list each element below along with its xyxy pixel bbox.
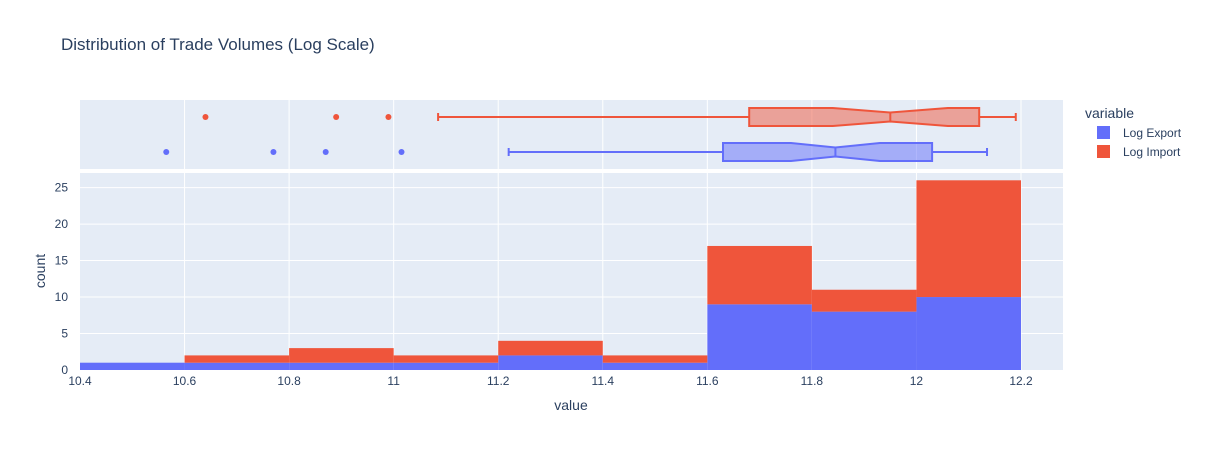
bar-log-export (602, 362, 708, 370)
box-log-export-notched-box (722, 142, 934, 162)
x-tick-label: 11.8 (801, 374, 824, 388)
legend-swatch-log-export (1097, 126, 1110, 139)
bar-log-export (811, 311, 917, 370)
bar-log-export (916, 297, 1021, 370)
box-log-export-outlier-point (398, 149, 405, 155)
x-tick-labels: 10.4 10.6 10.8 11 11.2 11.4 11.6 11.8 12 12.2 (68, 374, 1033, 388)
box-log-import-outlier-point (333, 114, 340, 120)
y-tick-label: 25 (55, 181, 69, 195)
x-tick-label: 11 (387, 374, 400, 388)
box-log-export-outlier-point (322, 149, 329, 155)
x-tick-label: 11.2 (487, 374, 510, 388)
box-log-export-outlier-point (163, 149, 170, 155)
histogram-bars (80, 180, 1021, 370)
x-tick-label: 10.4 (68, 374, 92, 388)
box-log-import-outlier-point (385, 114, 392, 120)
x-tick-label: 11.6 (696, 374, 719, 388)
y-tick-label: 15 (55, 254, 69, 268)
x-tick-label: 10.6 (173, 374, 197, 388)
bar-log-import (498, 340, 603, 356)
x-tick-label: 12.2 (1009, 374, 1033, 388)
legend-label-log-import: Log Import (1123, 145, 1181, 159)
box-log-import-outlier-point (202, 114, 209, 120)
bar-log-export (498, 355, 603, 370)
y-tick-label: 20 (55, 217, 69, 231)
bar-log-import (184, 355, 290, 363)
box-plot-marks (163, 107, 1017, 162)
y-tick-labels: 0 5 10 15 20 25 (55, 181, 69, 377)
y-axis-title: count (32, 254, 48, 288)
bar-log-import (289, 348, 394, 363)
chart-title: Distribution of Trade Volumes (Log Scale… (61, 35, 375, 54)
bar-log-import (602, 355, 708, 363)
bar-log-export (289, 362, 394, 370)
box-log-export-outlier-point (270, 149, 277, 155)
bar-log-export (184, 362, 290, 370)
legend: variable Log Export Log Import (1085, 105, 1182, 159)
bar-log-import (811, 289, 917, 312)
bar-log-export (80, 362, 185, 370)
x-axis-title: value (554, 397, 588, 413)
bar-log-import (393, 355, 499, 363)
x-tick-label: 11.4 (592, 374, 615, 388)
y-tick-label: 0 (61, 363, 68, 377)
bar-log-export (707, 304, 812, 370)
x-tick-label: 10.8 (277, 374, 301, 388)
box-log-import-notched-box (748, 107, 981, 127)
x-tick-label: 12 (910, 374, 924, 388)
legend-item-log-export[interactable]: Log Export (1097, 126, 1182, 140)
y-tick-label: 5 (61, 327, 68, 341)
y-tick-label: 10 (55, 290, 69, 304)
legend-item-log-import[interactable]: Log Import (1097, 145, 1181, 159)
legend-label-log-export: Log Export (1123, 126, 1182, 140)
bar-log-import (916, 180, 1021, 298)
legend-swatch-log-import (1097, 145, 1110, 158)
bar-log-export (393, 362, 499, 370)
bar-log-import (707, 245, 812, 305)
legend-title: variable (1085, 105, 1134, 121)
